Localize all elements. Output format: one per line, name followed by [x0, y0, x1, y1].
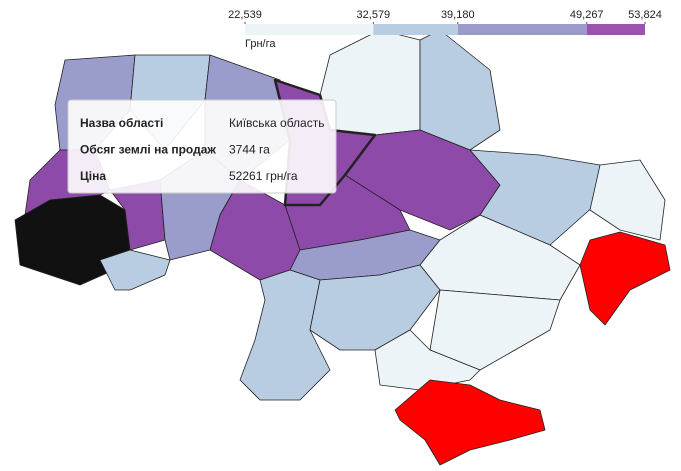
tooltip-value: 52261 грн/га	[229, 169, 298, 183]
legend-swatch	[373, 24, 458, 35]
tooltip-value: 3744 га	[229, 143, 270, 157]
tooltip: Назва області Київська область Обсяг землі…	[67, 99, 337, 194]
legend-swatch	[245, 24, 374, 35]
legend-label: 49,267	[570, 9, 604, 21]
region[interactable]	[579, 231, 671, 326]
legend-label: 32,579	[357, 9, 391, 21]
legend-unit: Грн/га	[245, 38, 276, 50]
legend: Грн/га 22,539 32,579 39,180 49,267 53,824	[228, 9, 662, 50]
region[interactable]	[394, 379, 546, 466]
region[interactable]	[469, 149, 601, 246]
region[interactable]	[589, 159, 666, 241]
regions	[14, 29, 671, 466]
tooltip-value: Київська область	[229, 116, 324, 130]
tooltip-label: Ціна	[80, 169, 106, 183]
legend-swatch	[586, 24, 645, 35]
region[interactable]	[239, 269, 331, 401]
legend-label: 53,824	[628, 9, 662, 21]
tooltip-label: Назва області	[80, 116, 163, 130]
tooltip-label: Обсяг землі на продаж	[80, 143, 216, 157]
legend-label: 22,539	[228, 9, 262, 21]
region[interactable]	[99, 249, 171, 291]
legend-swatch	[457, 24, 587, 35]
region[interactable]	[419, 29, 501, 151]
region[interactable]	[374, 329, 481, 391]
tooltip-box	[67, 99, 337, 194]
legend-label: 39,180	[441, 9, 475, 21]
